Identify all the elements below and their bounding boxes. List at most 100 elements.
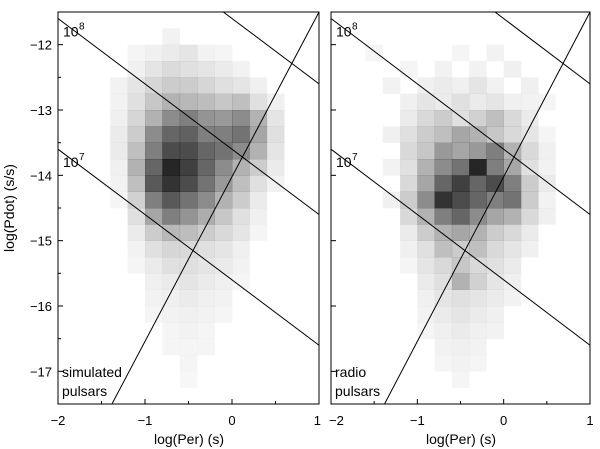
density-cell (232, 273, 250, 290)
density-cell (434, 240, 453, 258)
density-cell (503, 224, 522, 241)
density-cell (197, 61, 215, 78)
density-cell (197, 224, 215, 241)
density-cell (197, 338, 215, 356)
density-cell (145, 77, 163, 94)
density-cell (434, 322, 453, 339)
density-cell (127, 93, 146, 111)
density-cell (162, 110, 181, 127)
density-cell (400, 257, 418, 274)
density-cell (232, 208, 250, 225)
density-cell (503, 208, 522, 225)
density-cell (538, 126, 556, 143)
density-cell (214, 61, 233, 78)
density-cell (162, 93, 181, 111)
density-cell (486, 224, 504, 241)
density-cell (400, 224, 418, 241)
density-cell (434, 306, 453, 323)
y-axis-title: log(Pdot) (s/s) (1, 164, 17, 252)
density-cell (382, 126, 401, 143)
y-tick-label: −16 (30, 299, 52, 314)
density-cell (145, 142, 163, 160)
density-cell (214, 110, 233, 127)
density-cell (127, 224, 146, 241)
density-cell (197, 175, 215, 192)
density-cell (469, 93, 487, 111)
y-tick-label: −13 (30, 103, 52, 118)
right-note-line-1: radio (335, 364, 366, 380)
density-cell (249, 93, 268, 111)
density-cell (145, 289, 163, 307)
density-cell (451, 159, 470, 176)
density-cell (249, 208, 268, 225)
density-cell (503, 257, 522, 274)
density-cell (127, 208, 146, 225)
density-cell (127, 175, 146, 192)
density-cell (110, 159, 128, 176)
density-cell (214, 175, 233, 192)
density-cell (127, 61, 146, 78)
density-cell (179, 191, 198, 209)
density-cell (179, 159, 198, 176)
density-cell (110, 93, 128, 111)
density-cell (520, 126, 539, 143)
density-cell (434, 338, 453, 356)
density-cell (162, 273, 181, 290)
density-cell (469, 224, 487, 241)
density-cell (503, 110, 522, 127)
density-cell (197, 110, 215, 127)
right-note-line-2: pulsars (335, 383, 380, 399)
density-cell (400, 240, 418, 258)
density-cell (417, 110, 435, 127)
density-cell (162, 44, 181, 62)
density-cell (162, 28, 181, 45)
density-cell (266, 126, 285, 143)
density-cell (486, 44, 504, 62)
density-cell (127, 257, 146, 274)
density-cell (266, 159, 285, 176)
field-line-label-8: 10 (63, 24, 79, 40)
density-cell (486, 142, 504, 160)
density-cell (179, 240, 198, 258)
density-cell (214, 93, 233, 111)
density-cell (214, 142, 233, 160)
density-cell (127, 77, 146, 94)
density-cell (434, 126, 453, 143)
density-cell (145, 110, 163, 127)
density-cell (162, 338, 181, 356)
density-cell (179, 175, 198, 192)
density-cell (162, 159, 181, 176)
density-cell (214, 306, 233, 323)
density-cell (538, 208, 556, 225)
density-cell (469, 338, 487, 356)
density-cell (162, 306, 181, 323)
x-tick-label: 1 (314, 413, 321, 428)
death-line (111, 12, 319, 404)
density-cell (520, 142, 539, 160)
density-cell (503, 289, 522, 307)
density-cell (249, 77, 268, 94)
density-cell (162, 77, 181, 94)
density-cell (486, 322, 504, 339)
field-line-label-exp-7: 7 (79, 152, 85, 163)
density-cell (400, 142, 418, 160)
density-cell (110, 175, 128, 192)
density-cell (538, 93, 556, 111)
density-cell (162, 240, 181, 258)
density-cell (162, 224, 181, 241)
density-cell (417, 306, 435, 323)
density-cell (520, 240, 539, 258)
density-cell (232, 110, 250, 127)
density-cell (197, 322, 215, 339)
density-cell (214, 208, 233, 225)
density-cell (417, 322, 435, 339)
density-cell (469, 175, 487, 192)
left-note-line-1: simulated (62, 364, 122, 380)
field-line-label-exp-8: 8 (79, 22, 85, 33)
density-cell (214, 224, 233, 241)
density-cell (197, 142, 215, 160)
density-cell (486, 126, 504, 143)
density-cell (417, 126, 435, 143)
density-cell (469, 126, 487, 143)
